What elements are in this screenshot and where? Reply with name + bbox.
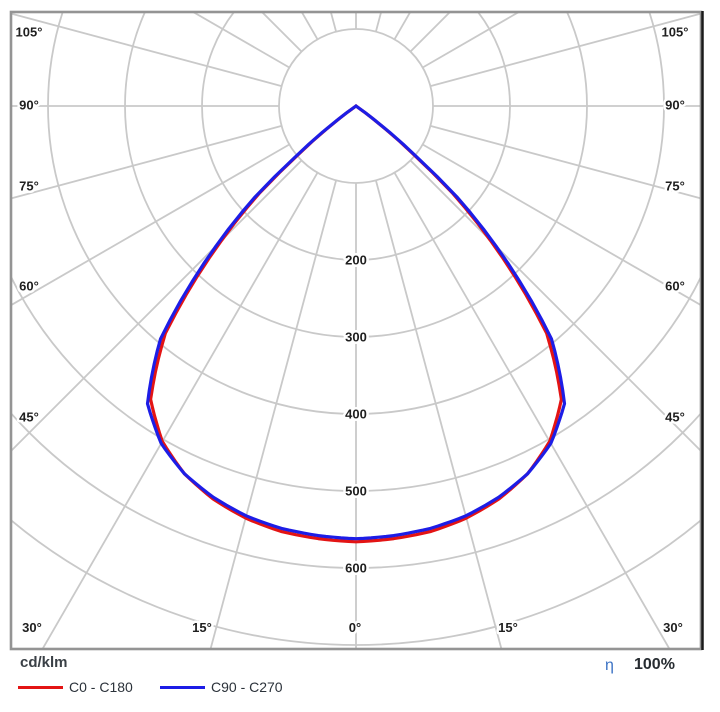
ring-label-200: 200 — [345, 253, 367, 268]
legend-label-c90-c270: C90 - C270 — [211, 679, 283, 695]
angle-label-left-90: 90° — [19, 98, 39, 113]
angle-label-right-105: 105° — [662, 25, 689, 40]
legend-label-c0-c180: C0 - C180 — [69, 679, 133, 695]
ring-label-400: 400 — [345, 407, 367, 422]
legend-item-c90-c270: C90 - C270 — [160, 678, 283, 696]
polar-grid: 200 300 400 500 600 105° 105° 90° 90° 75° 75° 60° 60… — [11, 12, 701, 649]
angle-label-right-45: 45° — [665, 410, 685, 425]
angle-label-right-60: 60° — [665, 279, 685, 294]
radial-line-15 — [375, 180, 503, 649]
efficiency-value: 100% — [634, 656, 675, 673]
polar-diagram: 200 300 400 500 600 105° 105° 90° 90° 75° 75° 60° 60… — [9, 10, 704, 651]
angle-label-left-60: 60° — [19, 279, 39, 294]
angle-label-left-75: 75° — [19, 179, 39, 194]
ring-label-600: 600 — [345, 561, 367, 576]
radial-line-330 — [41, 172, 319, 649]
angle-label-bottom-0: 30° — [22, 620, 42, 635]
legend-item-c0-c180: C0 - C180 — [18, 678, 133, 696]
radial-line-60 — [422, 143, 701, 307]
ring-label-300: 300 — [345, 330, 367, 345]
efficiency-symbol: η — [605, 657, 614, 674]
radial-line-240 — [191, 12, 290, 69]
radial-line-105 — [430, 12, 701, 87]
angle-label-left-45: 45° — [19, 410, 39, 425]
radial-line-285 — [11, 125, 282, 200]
radial-line-255 — [11, 12, 282, 87]
angle-label-left-105: 105° — [16, 25, 43, 40]
plot-border — [9, 10, 703, 651]
radial-line-30 — [393, 172, 671, 649]
curve-C90-C270 — [145, 104, 567, 541]
legend-line-red — [18, 685, 63, 689]
radial-line-300 — [11, 143, 290, 307]
radial-line-225 — [260, 12, 303, 53]
curve-C0-C180 — [149, 104, 563, 544]
legend-line-blue — [160, 685, 205, 689]
radial-line-345 — [209, 180, 337, 649]
radial-line-45 — [409, 159, 701, 453]
angle-label-bottom-4: 30° — [663, 620, 683, 635]
angle-label-bottom-1: 15° — [192, 620, 212, 635]
units-label: cd/klm — [20, 654, 68, 671]
radial-line-75 — [430, 125, 701, 200]
legend: C0 - C180 C90 - C270 — [0, 678, 720, 698]
angle-label-bottom-3: 15° — [498, 620, 518, 635]
radial-line-315 — [11, 159, 303, 453]
angle-label-right-75: 75° — [665, 179, 685, 194]
ring-label-500: 500 — [345, 484, 367, 499]
angle-label-bottom-2: 0° — [349, 620, 361, 635]
angle-label-right-90: 90° — [665, 98, 685, 113]
